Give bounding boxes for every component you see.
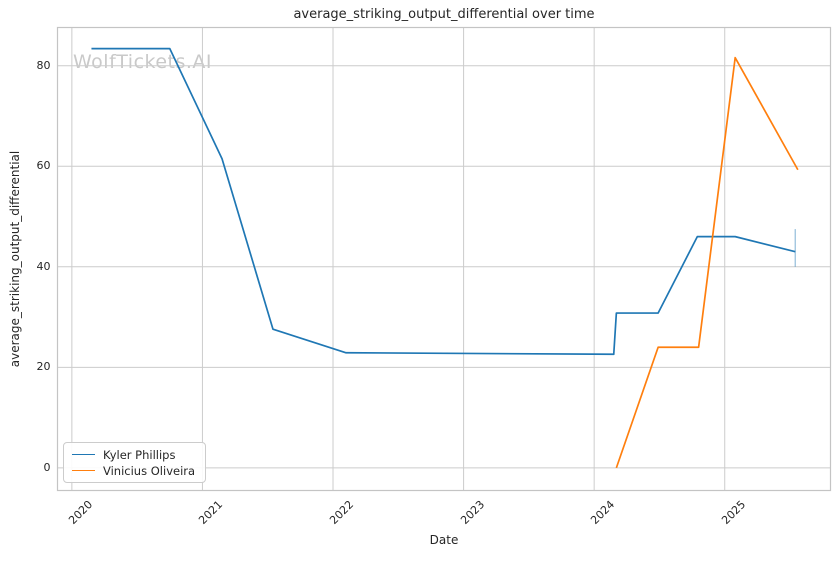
line-series-kyler-phillips <box>91 47 796 356</box>
y-tick-label: 0 <box>43 460 51 474</box>
legend-label: Kyler Phillips <box>103 447 176 462</box>
y-tick-label: 60 <box>36 159 51 173</box>
legend: Kyler Phillips Vinicius Oliveira <box>63 442 207 483</box>
legend-item-kyler-phillips: Kyler Phillips <box>72 447 195 462</box>
x-axis-label: Date <box>429 533 459 547</box>
y-tick-label: 20 <box>36 360 51 374</box>
legend-line-swatch-icon <box>72 470 95 471</box>
legend-label: Vinicius Oliveira <box>103 463 196 478</box>
plot-border <box>56 26 832 492</box>
chart-title: average_striking_output_differential ove… <box>293 7 595 22</box>
legend-line-swatch-icon <box>72 454 95 455</box>
watermark: WolfTickets.AI <box>73 51 213 73</box>
y-tick-label: 40 <box>36 259 51 273</box>
legend-item-vinicius-oliveira: Vinicius Oliveira <box>72 463 195 478</box>
y-tick-label: 80 <box>36 58 51 72</box>
line-series-vinicius-oliveira <box>615 56 799 469</box>
